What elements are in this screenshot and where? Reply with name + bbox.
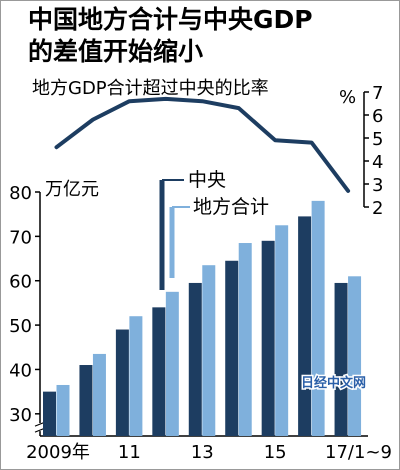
bar-local: [311, 200, 325, 436]
title-line-2: 的差值开始缩小: [28, 37, 203, 66]
line-y-tick-label: 5: [372, 129, 383, 150]
legend: 中央 地方合计: [159, 169, 269, 290]
bar-local: [275, 225, 289, 436]
bar-unit-label: 万亿元: [45, 179, 99, 200]
bar-local: [92, 353, 106, 436]
bar-y-tick-label: 70: [9, 227, 32, 248]
bar-central: [115, 329, 129, 436]
bar-local: [202, 265, 216, 436]
bar-central: [261, 240, 275, 436]
bar-central: [225, 260, 239, 436]
x-tick-label: 17/1~9: [325, 442, 392, 463]
bar-local: [238, 243, 252, 436]
bar-y-tick-label: 60: [9, 272, 32, 293]
line-y-tick-label: 6: [372, 106, 383, 127]
bar-central: [188, 282, 202, 436]
bar-y-tick-label: 40: [9, 360, 32, 381]
line-unit-label: %: [339, 87, 356, 108]
line-series: [54, 96, 351, 193]
line-y-tick-label: 3: [372, 175, 383, 196]
bar-central: [43, 391, 56, 436]
x-axis-ticks: 2009年 11 13 15 17/1~9: [26, 442, 392, 463]
bar-local: [348, 276, 362, 436]
bar-local: [165, 291, 179, 436]
bar-plot: [43, 200, 362, 436]
x-tick-label: 15: [264, 442, 287, 463]
line-chart-title: 地方GDP合计超过中央的比率: [32, 78, 269, 99]
bar-central: [152, 307, 166, 436]
watermark: 日经中文网 日经中文网: [300, 374, 368, 393]
watermark-text: 日经中文网: [301, 375, 366, 391]
bar-local: [56, 384, 70, 436]
x-tick-label: 13: [191, 442, 214, 463]
legend-label-local: 地方合计: [193, 196, 269, 218]
legend-label-central: 中央: [188, 169, 226, 191]
title-line-1: 中国地方合计与中央GDP: [28, 5, 313, 34]
bar-y-tick-label: 50: [9, 316, 32, 337]
bar-central: [298, 216, 312, 436]
axis-break-gap: [35, 423, 45, 432]
line-y-tick-label: 2: [372, 198, 383, 219]
x-tick-label: 2009年: [26, 442, 90, 463]
line-plot: [54, 96, 351, 193]
x-tick-label: 11: [118, 442, 141, 463]
bar-central: [334, 282, 348, 436]
bar-y-tick-label: 30: [9, 405, 32, 426]
watermark-outline: 日经中文网: [301, 375, 366, 391]
bar-y-tick-label: 80: [9, 183, 32, 204]
bar-local: [129, 316, 143, 436]
bar-central: [79, 365, 93, 436]
line-y-tick-label: 7: [372, 83, 383, 104]
line-y-tick-label: 4: [372, 152, 383, 173]
